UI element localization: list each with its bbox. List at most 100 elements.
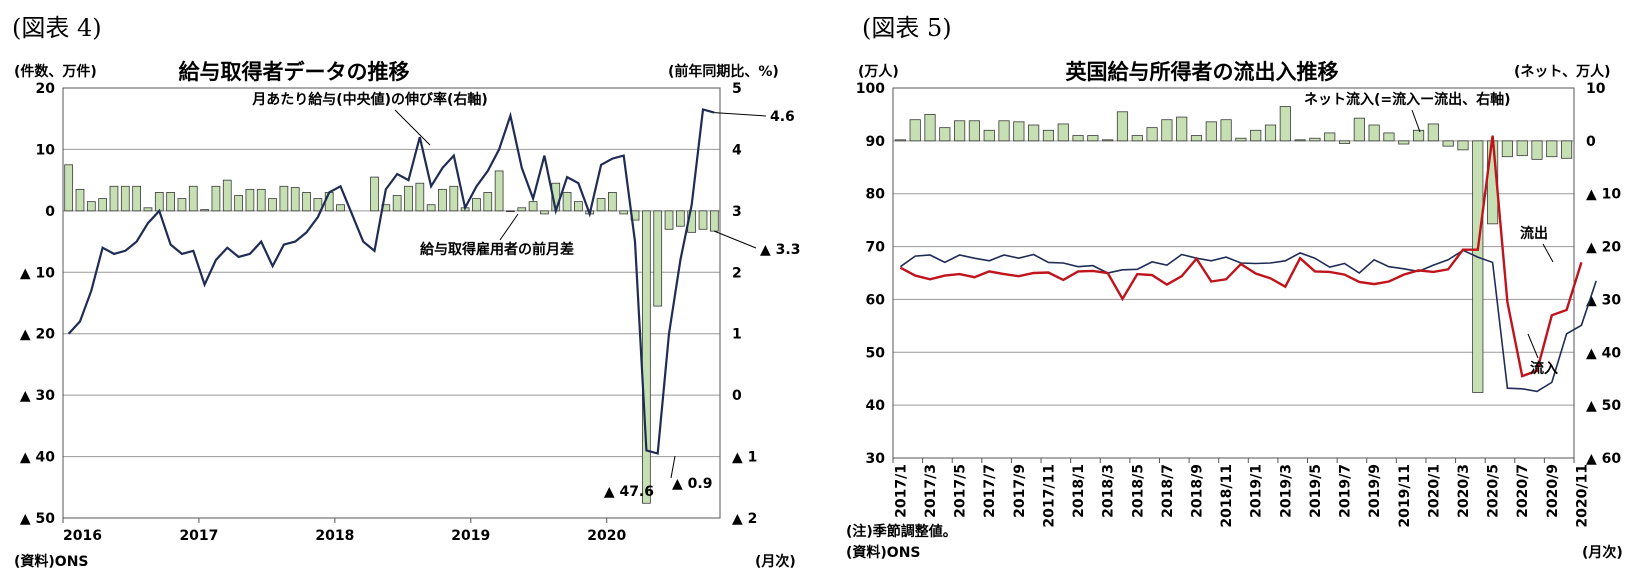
chart2-outflow-line (899, 135, 1583, 378)
chart1-bar (426, 204, 436, 212)
chart2-x-label: 2017/11 (1041, 464, 1057, 528)
chart2-left-tick: 50 (866, 345, 886, 361)
chart1-bar-last-label: ▲ 3.3 (760, 242, 800, 258)
chart2-source: (資料)ONS (846, 544, 921, 561)
figure-label-4: (図表 4) (12, 14, 102, 42)
chart2-x-label: 2020/1 (1426, 464, 1442, 518)
chart1-bar (200, 209, 209, 212)
chart1-left-tick: ▲ 30 (20, 388, 55, 404)
chart2-bar (909, 119, 921, 142)
chart2-bar (1220, 119, 1232, 142)
chart1-line-label: 月あたり給与(中央値)の伸び率(右軸) (251, 91, 488, 108)
chart1-bar (143, 207, 153, 212)
chart1-left-tick: 20 (36, 81, 56, 97)
chart2-left-tick: 40 (866, 398, 886, 414)
chart1-x-unit: (月次) (755, 553, 796, 570)
chart2-x-label: 2017/3 (923, 464, 939, 518)
chart2-bar-label-pointer (1411, 109, 1421, 133)
chart1-bar (279, 185, 289, 212)
chart2-bar (1013, 121, 1025, 142)
chart1-bar (234, 195, 243, 212)
chart1-bar-label: 給与取得雇用者の前月差 (420, 241, 574, 258)
chart2-bar (1042, 129, 1055, 142)
chart1-left-unit: (件数、万件) (14, 63, 97, 80)
chart2-bar (924, 114, 936, 142)
chart1-bar (675, 210, 685, 227)
chart2-bar (1131, 135, 1143, 142)
chart1-line-last-pointer (714, 112, 767, 117)
chart2-right-tick: 10 (1586, 81, 1606, 97)
chart2-bar (1383, 132, 1395, 142)
chart2-bar (1250, 129, 1262, 142)
chart2-x-label: 2019/3 (1278, 464, 1294, 518)
chart1-plot: 20 5 10 4 0 3 ▲ 10 2 ▲ 20 1 ▲ 30 0 ▲ 40 ▲ 1 ▲ 50 ▲ 2 201… (20, 81, 801, 544)
chart1-bar (370, 176, 379, 212)
chart2-left-tick: 70 (866, 240, 886, 256)
chart2-x-unit: (月次) (1582, 544, 1623, 561)
chart2-x-label: 2020/7 (1515, 464, 1531, 518)
chart1-bar (98, 198, 108, 212)
chart1-wage-growth-line (67, 108, 715, 455)
chart1-bar (313, 198, 323, 212)
chart1-right-unit: (前年同期比、%) (668, 63, 779, 80)
chart2-bar (998, 120, 1010, 142)
chart1-bar (222, 179, 232, 212)
chart1-bar (698, 210, 708, 230)
chart2-right-tick: ▲ 50 (1586, 398, 1621, 414)
chart2-bar (1309, 137, 1321, 142)
chart1-bar (596, 198, 606, 212)
chart2-bar (1353, 117, 1365, 142)
chart1-bar (438, 188, 447, 212)
chart2-outflow-label: 流出 (1520, 225, 1548, 242)
chart2-bar (1161, 119, 1173, 142)
chart1-bar (562, 192, 572, 212)
chart1-bar (268, 198, 277, 212)
chart1-bar (132, 185, 141, 212)
chart1-bar (472, 198, 481, 212)
chart1-bar (109, 185, 119, 212)
chart1-bar (494, 170, 504, 212)
chart1-bar (619, 210, 629, 215)
chart1-right-tick: 4 (732, 142, 742, 158)
chart2-x-label: 2018/7 (1160, 464, 1176, 518)
chart2-right-tick: ▲ 60 (1586, 451, 1621, 467)
chart1-bar (86, 201, 96, 212)
chart2-bar (1072, 135, 1084, 142)
chart2-left-tick: 100 (856, 81, 885, 97)
chart2-right-tick: ▲ 30 (1586, 292, 1621, 308)
chart1-bar (506, 210, 515, 213)
chart2-frame (892, 87, 1575, 459)
chart1-right-tick: 2 (732, 265, 742, 281)
chart2-right-tick: ▲ 10 (1586, 187, 1621, 203)
chart2-bar-label: ネット流入(=流入ー流出、右軸) (1304, 91, 1511, 108)
chart2-x-label: 2018/11 (1219, 464, 1235, 528)
chart1-bar (290, 187, 300, 212)
chart1-year-label: 2016 (63, 528, 102, 544)
chart2-left-tick: 60 (866, 292, 886, 308)
chart2-bar (1516, 140, 1528, 157)
chart2-x-label: 2017/5 (953, 464, 969, 518)
chart2-bar (1368, 124, 1380, 142)
chart1-right-tick: 5 (732, 81, 742, 97)
chart2-left-unit: (万人) (858, 63, 899, 80)
chart2-bar (1561, 140, 1573, 159)
chart1-bar (256, 188, 266, 212)
chart2-bar (1102, 139, 1114, 142)
chart2-x-label: 2019/5 (1308, 464, 1324, 518)
chart2-bar (983, 129, 995, 142)
chart1-left-tick: ▲ 10 (20, 265, 55, 281)
chart1-bar (653, 210, 663, 307)
chart2-inflow-label: 流入 (1530, 360, 1558, 377)
chart1-bar (75, 188, 85, 212)
chart2-x-label: 2018/3 (1101, 464, 1117, 518)
chart1-line-last-label: 4.6 (770, 109, 795, 125)
chart2-bar (1501, 140, 1513, 158)
chart1-bar (211, 185, 221, 212)
chart2-inflow-pointer (1527, 333, 1539, 359)
chart2-bar (1116, 111, 1129, 142)
chart1-bar-last-pointer (714, 230, 757, 249)
chart2-x-label: 2020/5 (1486, 464, 1502, 518)
chart2-x-label: 2019/9 (1367, 464, 1383, 518)
chart2-x-label: 2019/1 (1249, 464, 1265, 518)
chart2-right-unit: (ネット、万人) (1514, 63, 1611, 80)
